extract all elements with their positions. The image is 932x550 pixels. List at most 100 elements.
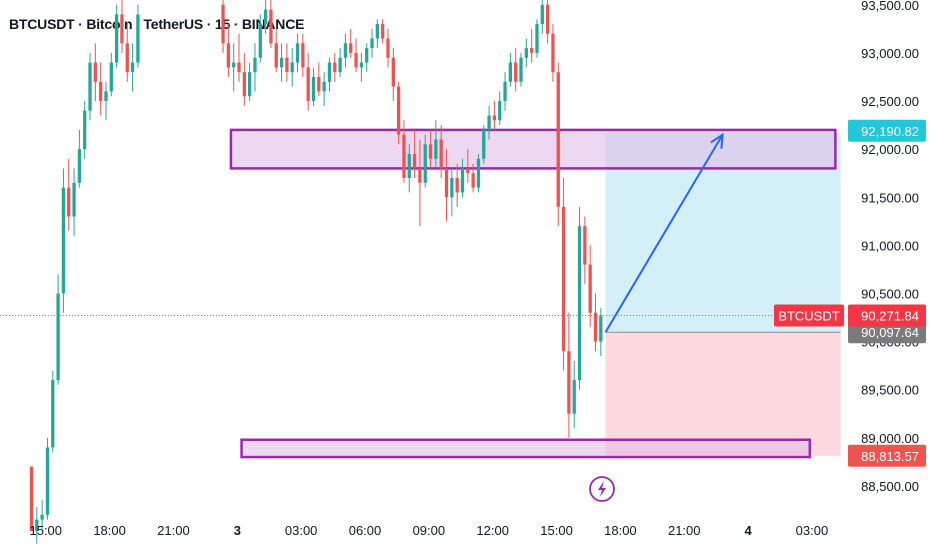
candle-body: [99, 81, 103, 102]
candle-body: [263, 9, 268, 25]
candle-body: [349, 43, 353, 53]
candle-body: [61, 187, 66, 294]
candle-body: [104, 91, 108, 102]
candle-body: [450, 178, 454, 198]
candle-body: [402, 134, 406, 179]
candle-body: [444, 168, 449, 198]
projection-arrow[interactable]: [604, 134, 724, 333]
resistance-zone[interactable]: [229, 128, 837, 170]
drawing-zones: [229, 128, 841, 459]
candle-body: [311, 76, 316, 102]
stop-zone[interactable]: [605, 332, 841, 456]
candle-body: [583, 226, 587, 265]
candle-body: [333, 62, 337, 73]
price-tick-label: 91,000.00: [861, 238, 919, 253]
candle-body: [274, 43, 278, 68]
candle-body: [498, 101, 502, 121]
candle-body: [221, 4, 225, 44]
time-tick-label: 4: [744, 523, 752, 538]
candle-body: [551, 33, 555, 73]
price-tick-label: 93,500.00: [861, 0, 919, 13]
candle-body: [535, 24, 539, 53]
candle-body: [540, 4, 544, 25]
candle-body: [434, 139, 438, 159]
candle-body: [423, 144, 427, 183]
candle-body: [343, 43, 348, 58]
candle-body: [381, 24, 385, 39]
candle-body: [572, 380, 576, 414]
candle-body: [407, 153, 411, 179]
support-zone[interactable]: [240, 438, 812, 459]
symbol-tag: BTCUSDT: [778, 308, 839, 323]
chart-icons: [589, 476, 615, 502]
candle-body: [577, 226, 582, 381]
candle-body: [301, 43, 305, 68]
candle-body: [508, 62, 513, 82]
candle-body: [599, 315, 603, 342]
candle-body: [40, 514, 44, 520]
price-axis[interactable]: 88,500.0089,000.0089,500.0090,000.0090,5…: [861, 0, 919, 494]
candle-body: [242, 72, 246, 97]
price-tick-label: 93,000.00: [861, 46, 919, 61]
time-tick-label: 09:00: [413, 523, 446, 538]
candle-body: [93, 62, 97, 82]
candle-body: [503, 81, 507, 102]
drawing-overlay: [0, 132, 846, 333]
candle-body: [338, 57, 342, 73]
candle-body: [519, 57, 523, 82]
candle-body: [418, 168, 422, 183]
candle-body: [109, 62, 113, 92]
candle-body: [365, 48, 369, 63]
candle-body: [83, 110, 87, 150]
candle-body: [248, 72, 252, 97]
candle-body: [290, 62, 294, 73]
candle-body: [396, 86, 401, 135]
candle-body: [125, 43, 129, 73]
candle-body: [487, 115, 491, 130]
last-price-tag-bg: [848, 304, 926, 327]
price-tick-label: 90,500.00: [861, 286, 919, 301]
time-tick-label: 3: [234, 523, 241, 538]
candle-body: [88, 62, 92, 111]
candle-body: [561, 206, 566, 352]
candle-body: [375, 24, 379, 39]
candle-body: [455, 178, 459, 193]
candle-body: [428, 144, 433, 159]
entry-price-tag-bg: [848, 321, 926, 344]
candle-body: [514, 62, 518, 82]
chart-title: BTCUSDT · Bitcoin / TetherUS · 15 · BINA…: [9, 16, 305, 32]
candle-body: [136, 14, 140, 63]
candle-body: [226, 43, 231, 68]
candle-body: [258, 24, 262, 58]
candle-body: [386, 38, 390, 58]
candle-body: [35, 519, 39, 532]
candle-body: [322, 81, 326, 92]
candle-body: [67, 187, 71, 217]
time-axis[interactable]: 15:00 18:00 21:00 3 03:00 06:00 09:00 12:00 15:0…: [29, 523, 828, 538]
stop-price-tag: 88,813.57: [861, 449, 919, 464]
candle-body: [439, 139, 443, 169]
candlestick-series: [29, 0, 603, 544]
stop-price-tag-bg: [848, 444, 926, 467]
candle-body: [295, 43, 300, 63]
candle-body: [412, 153, 417, 169]
candle-body: [476, 158, 481, 188]
price-tick-label: 89,500.00: [861, 383, 919, 398]
target-price-tag: 92,190.82: [861, 124, 919, 139]
time-tick-label: 03:00: [285, 523, 318, 538]
candle-body: [588, 264, 592, 313]
candle-body: [29, 466, 34, 532]
candle-body: [492, 115, 497, 121]
time-tick-label: 18:00: [93, 523, 126, 538]
candle-body: [354, 52, 358, 68]
time-tick-label: 21:00: [668, 523, 701, 538]
time-tick-label: 12:00: [476, 523, 509, 538]
candle-body: [317, 76, 321, 92]
entry-price-tag: 90,097.64: [861, 325, 919, 340]
candle-body: [466, 168, 470, 174]
candle-body: [460, 168, 465, 193]
candle-body: [530, 48, 534, 53]
candle-body: [120, 14, 124, 44]
candle-body: [285, 57, 289, 73]
